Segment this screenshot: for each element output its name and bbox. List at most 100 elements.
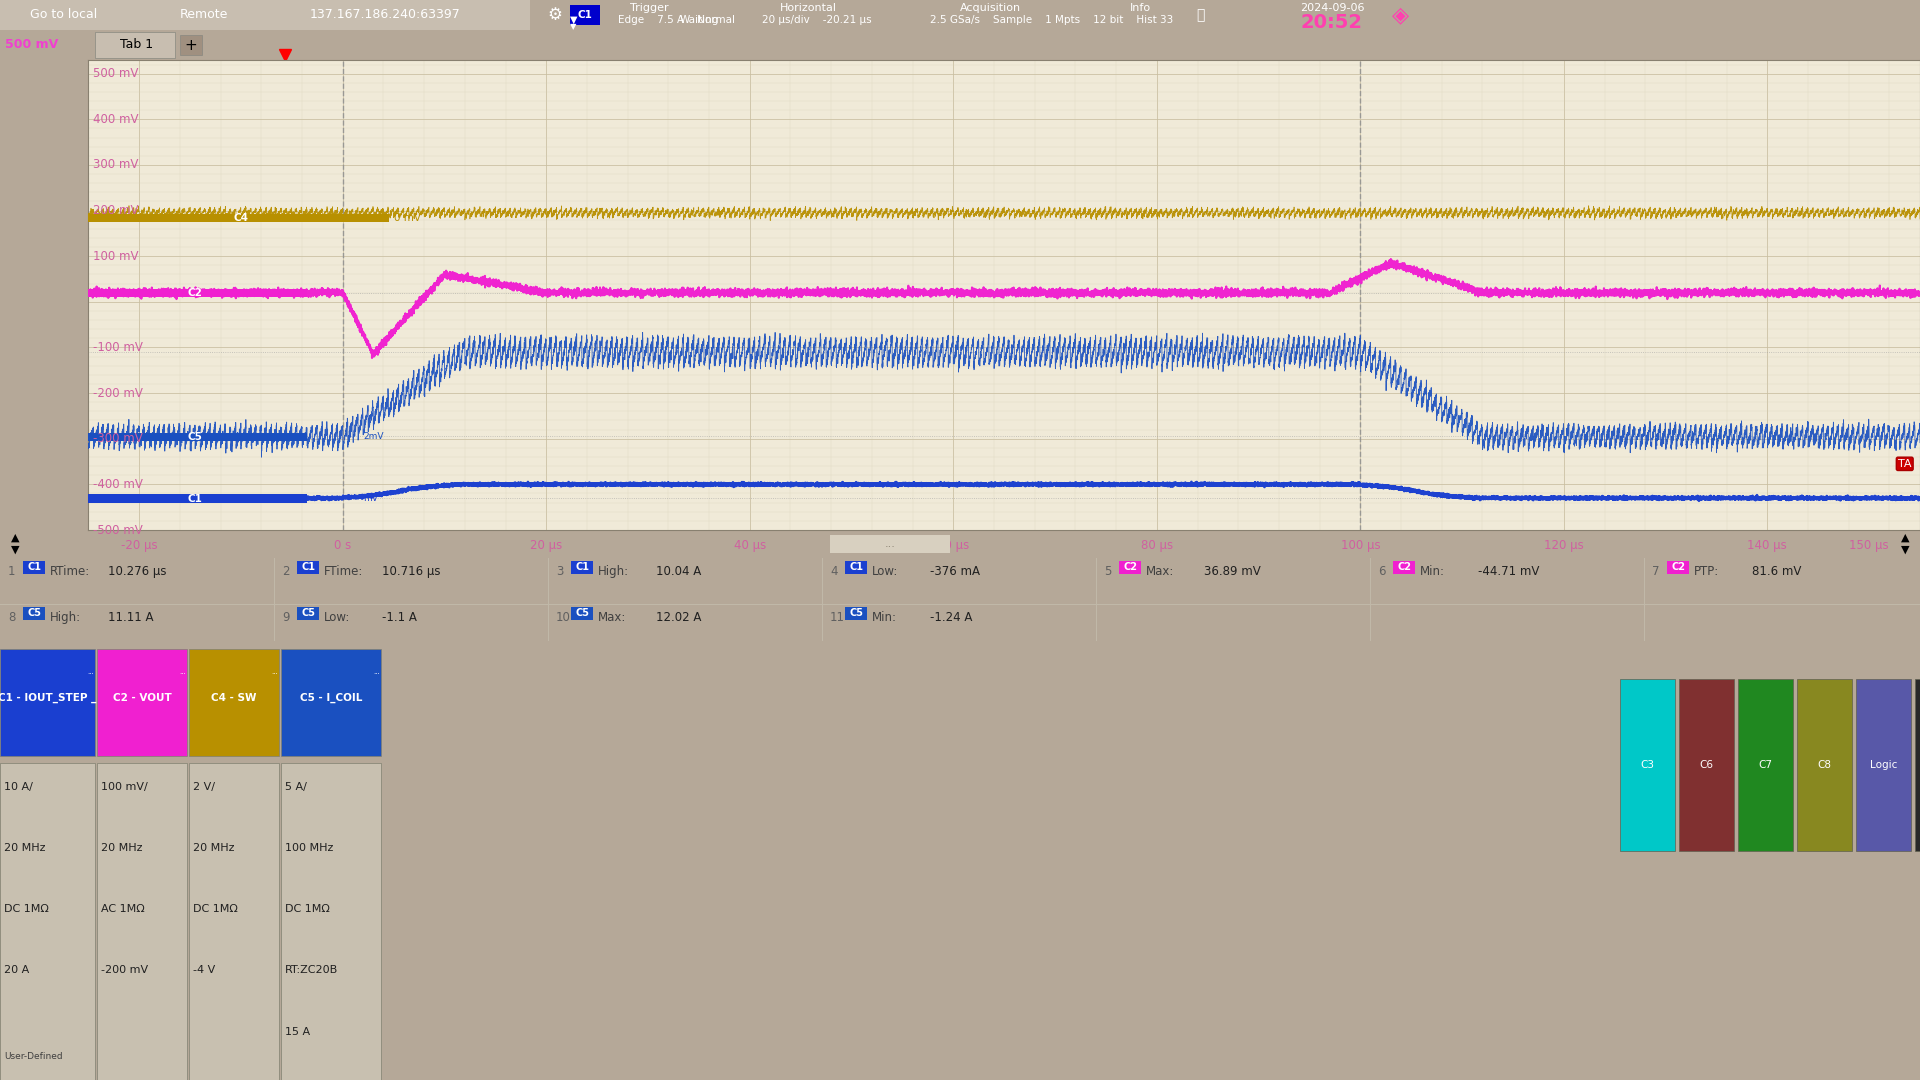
- Text: Go to local: Go to local: [31, 9, 98, 22]
- Text: 5: 5: [1104, 565, 1112, 578]
- FancyBboxPatch shape: [83, 495, 307, 502]
- Text: C4: C4: [234, 213, 248, 222]
- Text: 60 μs: 60 μs: [937, 539, 970, 552]
- Text: -1.24 A: -1.24 A: [929, 611, 972, 624]
- Text: High:: High:: [597, 565, 630, 578]
- Text: Remote: Remote: [180, 9, 228, 22]
- Text: 2024-09-06: 2024-09-06: [1300, 3, 1365, 13]
- FancyBboxPatch shape: [570, 5, 599, 25]
- Text: 6: 6: [1379, 565, 1386, 578]
- Text: 40 μs: 40 μs: [733, 539, 766, 552]
- FancyBboxPatch shape: [83, 289, 307, 297]
- Text: Acquisition: Acquisition: [960, 3, 1021, 13]
- Text: C1: C1: [301, 563, 315, 572]
- Text: PTP:: PTP:: [1693, 565, 1718, 578]
- Text: 500 mV: 500 mV: [94, 67, 138, 80]
- FancyBboxPatch shape: [0, 649, 94, 756]
- FancyBboxPatch shape: [570, 561, 593, 573]
- Text: ▼: ▼: [570, 15, 578, 25]
- FancyBboxPatch shape: [280, 764, 380, 1080]
- Text: -44.71 mV: -44.71 mV: [1478, 565, 1540, 578]
- Text: -376 mA: -376 mA: [929, 565, 979, 578]
- Text: Edge    7.5 A    Normal: Edge 7.5 A Normal: [618, 15, 735, 25]
- Text: ...: ...: [86, 669, 94, 675]
- FancyBboxPatch shape: [570, 607, 593, 620]
- Text: High:: High:: [50, 611, 81, 624]
- FancyBboxPatch shape: [1797, 679, 1853, 851]
- Text: AC 1MΩ: AC 1MΩ: [102, 904, 144, 915]
- Text: Horizontal: Horizontal: [780, 3, 837, 13]
- Text: ▼: ▼: [570, 23, 576, 31]
- Text: Min:: Min:: [1421, 565, 1446, 578]
- Text: 10.276 μs: 10.276 μs: [108, 565, 167, 578]
- Text: C5 - I_COIL: C5 - I_COIL: [300, 693, 363, 703]
- Text: Trigger: Trigger: [630, 3, 668, 13]
- Text: ▼: ▼: [12, 545, 19, 555]
- Text: C2: C2: [1123, 563, 1137, 572]
- Text: 100 MHz: 100 MHz: [284, 843, 334, 853]
- Text: -200 mV: -200 mV: [94, 387, 144, 400]
- FancyBboxPatch shape: [83, 214, 388, 222]
- FancyBboxPatch shape: [98, 764, 186, 1080]
- Text: C2: C2: [1398, 563, 1411, 572]
- Text: 2mV: 2mV: [363, 432, 384, 442]
- Text: C1: C1: [27, 563, 40, 572]
- FancyBboxPatch shape: [180, 35, 202, 55]
- Text: -500 mV: -500 mV: [94, 524, 144, 537]
- Text: 100 μs: 100 μs: [1340, 539, 1380, 552]
- Text: C1: C1: [849, 563, 862, 572]
- Text: C7: C7: [1759, 760, 1772, 770]
- Text: C1 - IOUT_STEP _: C1 - IOUT_STEP _: [0, 693, 96, 703]
- Text: C1: C1: [574, 563, 589, 572]
- Text: ...: ...: [271, 669, 278, 675]
- Text: C2: C2: [188, 288, 204, 298]
- Text: C5: C5: [27, 608, 40, 619]
- FancyBboxPatch shape: [98, 649, 186, 756]
- Text: 11: 11: [829, 611, 845, 624]
- Text: 🔔: 🔔: [1196, 8, 1204, 22]
- Text: 9: 9: [282, 611, 290, 624]
- Text: 15 A: 15 A: [284, 1027, 311, 1037]
- Text: 120 μs: 120 μs: [1544, 539, 1584, 552]
- Text: 2.5 GSa/s    Sample    1 Mpts    12 bit    Hist 33: 2.5 GSa/s Sample 1 Mpts 12 bit Hist 33: [929, 15, 1173, 25]
- Text: 500 mV: 500 mV: [6, 39, 58, 52]
- Text: 200 mV: 200 mV: [94, 204, 138, 217]
- Text: C2 - VOUT: C2 - VOUT: [113, 693, 171, 703]
- FancyBboxPatch shape: [829, 535, 950, 553]
- Text: 20 μs/div    -20.21 μs: 20 μs/div -20.21 μs: [762, 15, 872, 25]
- Text: -400 mV: -400 mV: [94, 477, 144, 491]
- Text: 4: 4: [829, 565, 837, 578]
- Text: C4 - SW: C4 - SW: [211, 693, 257, 703]
- Text: C8: C8: [1818, 760, 1832, 770]
- Text: DC 1MΩ: DC 1MΩ: [194, 904, 238, 915]
- FancyBboxPatch shape: [0, 0, 530, 30]
- Text: 1: 1: [8, 565, 15, 578]
- FancyBboxPatch shape: [94, 32, 175, 58]
- Text: -1.1 A: -1.1 A: [382, 611, 417, 624]
- Text: 8: 8: [8, 611, 15, 624]
- Text: 20 MHz: 20 MHz: [102, 843, 142, 853]
- FancyBboxPatch shape: [280, 649, 380, 756]
- Text: ▲: ▲: [1901, 534, 1908, 543]
- Text: 0 s: 0 s: [334, 539, 351, 552]
- Text: 20 A: 20 A: [4, 966, 29, 975]
- Text: 12.02 A: 12.02 A: [657, 611, 701, 624]
- FancyBboxPatch shape: [1667, 561, 1690, 573]
- Text: Logic: Logic: [1870, 760, 1897, 770]
- Text: +: +: [184, 38, 198, 53]
- FancyBboxPatch shape: [298, 607, 319, 620]
- Text: 10.04 A: 10.04 A: [657, 565, 701, 578]
- FancyBboxPatch shape: [1738, 679, 1793, 851]
- Text: 100 mV/: 100 mV/: [102, 782, 148, 793]
- FancyBboxPatch shape: [845, 607, 868, 620]
- FancyBboxPatch shape: [188, 764, 278, 1080]
- Text: -4 V: -4 V: [194, 966, 215, 975]
- FancyBboxPatch shape: [1394, 561, 1415, 573]
- Text: Low:: Low:: [872, 565, 899, 578]
- Text: 100 mV: 100 mV: [94, 249, 138, 262]
- Text: -100 mV: -100 mV: [94, 341, 144, 354]
- FancyBboxPatch shape: [0, 764, 94, 1080]
- Text: 11.11 A: 11.11 A: [108, 611, 154, 624]
- Text: C2: C2: [1670, 563, 1686, 572]
- Text: 137.167.186.240:63397: 137.167.186.240:63397: [309, 9, 461, 22]
